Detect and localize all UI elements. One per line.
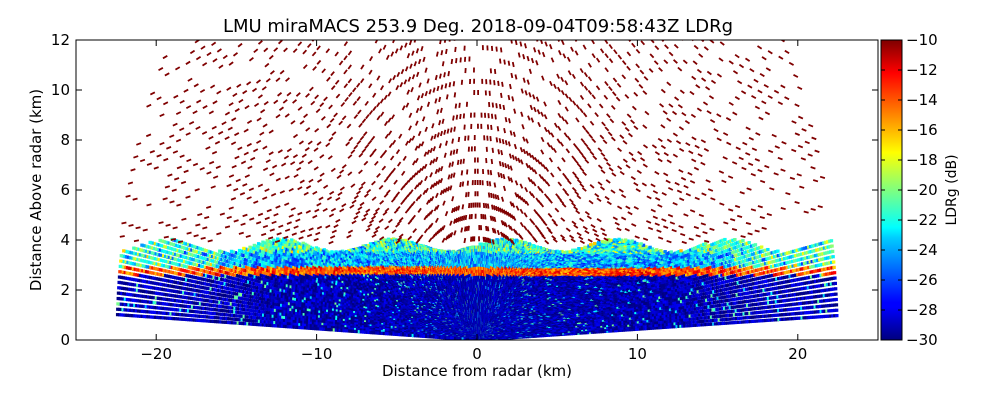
radar-gate	[776, 250, 779, 253]
radar-gate	[833, 271, 836, 274]
radar-gate	[760, 245, 763, 248]
radar-gate	[835, 314, 838, 317]
radar-gate	[834, 298, 837, 301]
radar-gate	[766, 248, 769, 251]
radar-gate	[834, 282, 837, 285]
radar-gate	[833, 276, 836, 279]
radar-gate	[741, 239, 744, 242]
radar-gate	[834, 293, 837, 296]
radar-gate	[831, 250, 834, 253]
radar-gate	[834, 287, 837, 290]
radar-gate	[723, 238, 726, 241]
radar-gate	[663, 250, 666, 253]
radar-gate	[754, 243, 757, 246]
radar-gate	[704, 242, 707, 245]
radar-gate	[733, 238, 736, 241]
radar-gate	[659, 249, 662, 252]
radar-gate	[670, 250, 673, 253]
radar-gate	[835, 309, 838, 312]
radar-gate	[835, 303, 838, 306]
radar-gate	[655, 248, 658, 251]
radar-gate	[679, 249, 682, 252]
radar-gate	[832, 266, 835, 269]
radar-gate	[832, 260, 835, 263]
radar-gate	[830, 244, 833, 247]
radar-gate	[830, 239, 833, 242]
chart-title: LMU miraMACS 253.9 Deg. 2018-09-04T09:58…	[223, 16, 733, 37]
radar-gate	[747, 241, 750, 244]
radar-gate	[831, 255, 834, 258]
radar-gate	[648, 246, 651, 249]
